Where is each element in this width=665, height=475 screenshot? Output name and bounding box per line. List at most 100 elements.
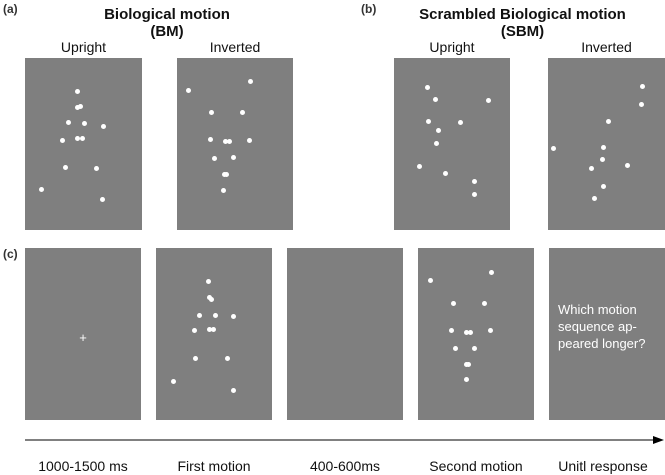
- point-light-dot: [467, 329, 473, 335]
- point-light-dot: [79, 135, 85, 141]
- question-line-1: Which motion: [558, 302, 637, 317]
- point-light-dot: [230, 313, 236, 319]
- point-light-dot: [192, 355, 198, 361]
- point-light-dot: [605, 118, 611, 124]
- point-light-dot: [638, 101, 644, 107]
- point-light-dot: [450, 300, 456, 306]
- point-light-dot: [208, 296, 214, 302]
- first-motion-panel: [156, 248, 272, 420]
- fixation-panel: +: [25, 248, 141, 420]
- point-light-dot: [487, 327, 493, 333]
- point-light-dot: [93, 165, 99, 171]
- timeline-label-first-motion: First motion: [177, 458, 251, 474]
- question-line-3: peared longer?: [558, 336, 646, 351]
- point-light-dot: [600, 183, 606, 189]
- point-light-dot: [416, 163, 422, 169]
- point-light-dot: [550, 145, 556, 151]
- point-light-dot: [424, 84, 430, 90]
- second-motion-panel: [418, 248, 534, 420]
- point-light-dot: [196, 312, 202, 318]
- timeline-arrow: [25, 436, 664, 444]
- sbm-title-line1: Scrambled Biological motion: [419, 6, 626, 23]
- point-light-dot: [212, 312, 218, 318]
- point-light-dot: [463, 376, 469, 382]
- point-light-dot: [210, 326, 216, 332]
- sbm-inverted-label: Inverted: [581, 39, 632, 55]
- bm-inverted-panel: [177, 58, 293, 230]
- sbm-upright-panel: [394, 58, 510, 230]
- point-light-dot: [624, 162, 630, 168]
- isi-blank-panel: [287, 248, 403, 420]
- point-light-dot: [471, 178, 477, 184]
- point-light-dot: [247, 78, 253, 84]
- timeline-label-isi: 400-600ms: [309, 458, 381, 474]
- sbm-upright-label: Upright: [429, 39, 475, 55]
- timeline-label-fixation: 1000-1500 ms: [38, 458, 128, 474]
- timeline-arrow-head: [653, 436, 664, 444]
- fixation-cross: +: [79, 329, 87, 345]
- point-light-dot: [463, 329, 469, 335]
- sbm-inverted-panel: [548, 58, 665, 230]
- point-light-dot: [65, 119, 71, 125]
- point-light-dot: [465, 361, 471, 367]
- point-light-dot: [220, 187, 226, 193]
- point-light-dot: [230, 154, 236, 160]
- point-light-dot: [59, 137, 65, 143]
- response-panel: Which motion sequence ap- peared longer?: [549, 248, 665, 420]
- point-light-dot: [74, 88, 80, 94]
- point-light-dot: [226, 138, 232, 144]
- point-light-dot: [38, 186, 44, 192]
- panel-label-a: (a): [3, 2, 18, 16]
- point-light-dot: [588, 165, 594, 171]
- point-light-dot: [471, 345, 477, 351]
- point-light-dot: [185, 87, 191, 93]
- question-line-2: sequence ap-: [558, 319, 637, 334]
- point-light-dot: [246, 137, 252, 143]
- panel-label-b: (b): [361, 2, 377, 16]
- point-light-dot: [591, 195, 597, 201]
- bm-inverted-label: Inverted: [209, 39, 261, 55]
- point-light-dot: [81, 120, 87, 126]
- bm-title-line2: (BM): [150, 23, 184, 40]
- point-light-dot: [600, 144, 606, 150]
- bm-title: Biological motion (BM): [82, 6, 252, 40]
- point-light-dot: [485, 97, 491, 103]
- point-light-dot: [452, 345, 458, 351]
- point-light-dot: [448, 327, 454, 333]
- timeline-label-second-motion: Second motion: [429, 458, 523, 474]
- point-light-dot: [488, 269, 494, 275]
- point-light-dot: [639, 83, 645, 89]
- panel-label-c: (c): [3, 247, 18, 261]
- point-light-dot: [481, 300, 487, 306]
- point-light-dot: [457, 119, 463, 125]
- point-light-dot: [62, 164, 68, 170]
- point-light-dot: [230, 387, 236, 393]
- point-light-dot: [74, 104, 80, 110]
- point-light-dot: [224, 355, 230, 361]
- point-light-dot: [599, 156, 605, 162]
- sbm-title-line2: (SBM): [500, 23, 545, 40]
- point-light-dot: [74, 135, 80, 141]
- point-light-dot: [239, 109, 245, 115]
- point-light-dot: [222, 138, 228, 144]
- timeline-label-response: Unitl response: [558, 458, 648, 474]
- bm-upright-label: Upright: [60, 39, 107, 55]
- point-light-dot: [100, 123, 106, 129]
- point-light-dot: [77, 103, 83, 109]
- bm-title-line1: Biological motion: [104, 6, 230, 23]
- sbm-title: Scrambled Biological motion (SBM): [400, 6, 645, 40]
- point-light-dot: [442, 170, 448, 176]
- point-light-dot: [427, 277, 433, 283]
- point-light-dot: [205, 278, 211, 284]
- point-light-dot: [425, 118, 431, 124]
- point-light-dot: [211, 155, 217, 161]
- point-light-dot: [435, 127, 441, 133]
- point-light-dot: [471, 191, 477, 197]
- point-light-dot: [206, 326, 212, 332]
- point-light-dot: [223, 171, 229, 177]
- bm-upright-panel: [25, 58, 142, 230]
- point-light-dot: [433, 140, 439, 146]
- response-question: Which motion sequence ap- peared longer?: [558, 301, 645, 352]
- point-light-dot: [432, 96, 438, 102]
- point-light-dot: [99, 196, 105, 202]
